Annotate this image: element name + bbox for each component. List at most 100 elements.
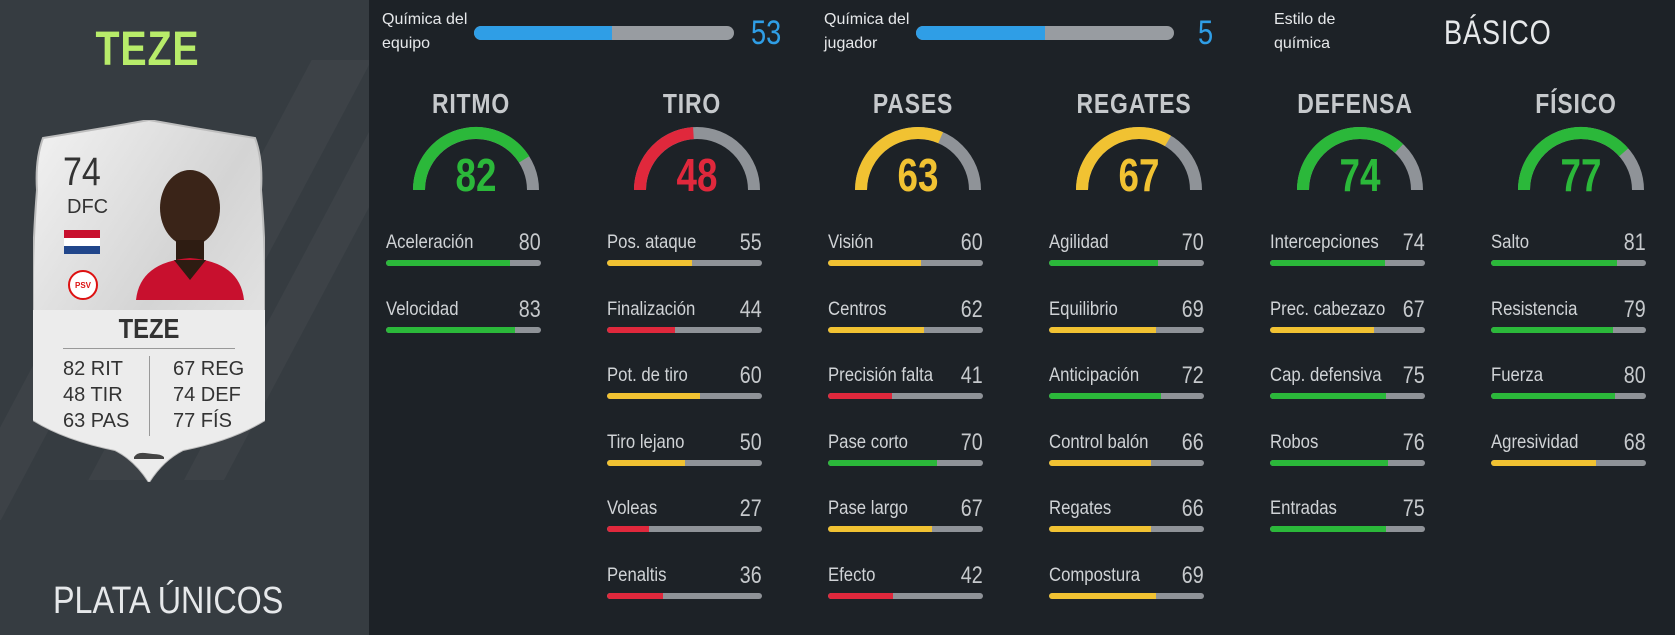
category-title: PASES <box>872 88 954 119</box>
stat-label: Penaltis <box>607 564 667 586</box>
stat-value: 62 <box>961 295 983 323</box>
card-stat: 67 REG <box>173 358 245 380</box>
stat-row[interactable]: Cap. defensiva 75 <box>1270 362 1425 405</box>
stat-row[interactable]: Pos. ataque 55 <box>607 229 762 272</box>
category-title: RITMO <box>431 88 511 119</box>
club-badge-icon: PSV <box>68 270 98 300</box>
stat-row[interactable]: Pase corto 70 <box>828 429 983 472</box>
stat-bar-fill <box>828 260 921 266</box>
stat-row[interactable]: Intercepciones 74 <box>1270 229 1425 272</box>
stat-row[interactable]: Pase largo 67 <box>828 495 983 538</box>
stat-label: Visión <box>828 232 874 253</box>
stat-bar <box>1049 459 1204 466</box>
stat-row[interactable]: Prec. cabezazo 67 <box>1270 295 1425 339</box>
stat-row[interactable]: Fuerza 80 <box>1491 362 1646 405</box>
category-title: TIRO <box>662 88 722 119</box>
stat-row[interactable]: Precisión falta 41 <box>828 362 983 405</box>
stat-value: 66 <box>1182 495 1204 522</box>
player-card[interactable]: 74 DFC PSV TEZE 82 RIT 48 TIR 63 PAS 67 … <box>33 120 265 482</box>
stat-bar-fill <box>828 326 925 333</box>
team-chemistry-label: Química del equipo <box>382 11 468 52</box>
stat-bar <box>607 592 762 599</box>
stat-bar-fill <box>1491 459 1597 466</box>
stat-bar-fill <box>607 326 676 333</box>
card-stat: 48 TIR <box>63 384 123 406</box>
stat-row[interactable]: Penaltis 36 <box>607 561 762 605</box>
stat-value: 76 <box>1403 428 1425 456</box>
card-position: DFC <box>67 196 109 218</box>
stat-row[interactable]: Resistencia 79 <box>1491 296 1646 339</box>
stat-row[interactable]: Agilidad 70 <box>1049 229 1204 272</box>
stat-bar <box>1049 526 1204 532</box>
chemistry-style-label: Estilo de química <box>1274 11 1336 52</box>
stat-bar <box>607 526 762 532</box>
stat-value: 75 <box>1403 362 1425 389</box>
stat-row[interactable]: Tiro lejano 50 <box>607 429 762 472</box>
stat-row[interactable]: Equilibrio 69 <box>1049 296 1204 339</box>
stat-label: Centros <box>828 298 887 320</box>
gauge-fill <box>1076 127 1172 191</box>
stat-value: 74 <box>1403 229 1425 256</box>
stat-label: Agilidad <box>1049 232 1109 253</box>
stat-bar-fill <box>1270 326 1374 333</box>
stat-bar-fill <box>1270 526 1387 532</box>
stat-label: Voleas <box>607 498 658 519</box>
player-photo <box>136 170 244 300</box>
chemistry-style-value[interactable]: BÁSICO <box>1444 14 1552 52</box>
stat-label: Cap. defensiva <box>1270 365 1382 386</box>
stat-bar-fill <box>386 326 515 333</box>
gauge-fill <box>634 127 695 191</box>
card-player-name: TEZE <box>118 313 180 344</box>
stat-label: Velocidad <box>386 298 459 320</box>
player-chemistry-bar <box>916 26 1174 40</box>
stat-row[interactable]: Centros 62 <box>828 295 983 339</box>
stat-row[interactable]: Finalización 44 <box>607 296 762 339</box>
category-gauge: 63 <box>855 127 981 195</box>
stat-bar <box>607 326 762 333</box>
boot-icon <box>134 452 164 459</box>
stat-row[interactable]: Velocidad 83 <box>386 295 541 339</box>
stat-bar-fill <box>828 592 894 599</box>
gauge-value: 77 <box>1561 149 1602 195</box>
stat-bar-fill <box>1491 393 1615 399</box>
stat-value: 60 <box>961 229 983 256</box>
category-title: DEFENSA <box>1297 88 1413 119</box>
stat-row[interactable]: Efecto 42 <box>828 562 983 605</box>
stat-row[interactable]: Entradas 75 <box>1270 495 1425 538</box>
stat-label: Entradas <box>1270 498 1337 519</box>
stat-row[interactable]: Visión 60 <box>828 229 983 272</box>
stat-value: 83 <box>519 295 541 323</box>
stat-bar <box>828 526 983 532</box>
player-name-heading: TEZE <box>95 23 200 76</box>
stat-bar-fill <box>1049 260 1158 266</box>
stat-value: 36 <box>740 561 762 589</box>
stat-value: 41 <box>961 362 983 389</box>
gauge-fill <box>413 127 530 191</box>
stat-label: Salto <box>1491 232 1530 253</box>
stat-row[interactable]: Regates 66 <box>1049 495 1204 538</box>
stat-label: Compostura <box>1049 564 1141 586</box>
stat-row[interactable]: Control balón 66 <box>1049 429 1204 472</box>
stat-row[interactable]: Salto 81 <box>1491 229 1646 272</box>
category-gauge: 77 <box>1518 127 1644 195</box>
stat-bar-fill <box>828 526 932 532</box>
gauge-value: 67 <box>1119 149 1160 195</box>
category-gauge: 67 <box>1076 127 1202 195</box>
category-gauge: 48 <box>634 127 760 195</box>
stat-bar-fill <box>1049 459 1152 466</box>
stat-row[interactable]: Anticipación 72 <box>1049 362 1204 405</box>
stat-bar <box>607 393 762 399</box>
stat-value: 67 <box>1403 295 1425 323</box>
gauge-value: 74 <box>1340 149 1381 195</box>
stat-row[interactable]: Robos 76 <box>1270 428 1425 472</box>
stat-row[interactable]: Aceleración 80 <box>386 229 541 272</box>
stat-value: 70 <box>1182 229 1204 256</box>
stat-row[interactable]: Compostura 69 <box>1049 562 1204 605</box>
stat-bar <box>1270 326 1425 333</box>
stat-row[interactable]: Voleas 27 <box>607 495 762 538</box>
stat-row[interactable]: Pot. de tiro 60 <box>607 362 762 405</box>
player-chemistry-value: 5 <box>1198 14 1214 52</box>
stat-label: Aceleración <box>386 232 474 253</box>
stat-row[interactable]: Agresividad 68 <box>1491 429 1646 472</box>
team-chemistry-fill <box>474 26 612 40</box>
